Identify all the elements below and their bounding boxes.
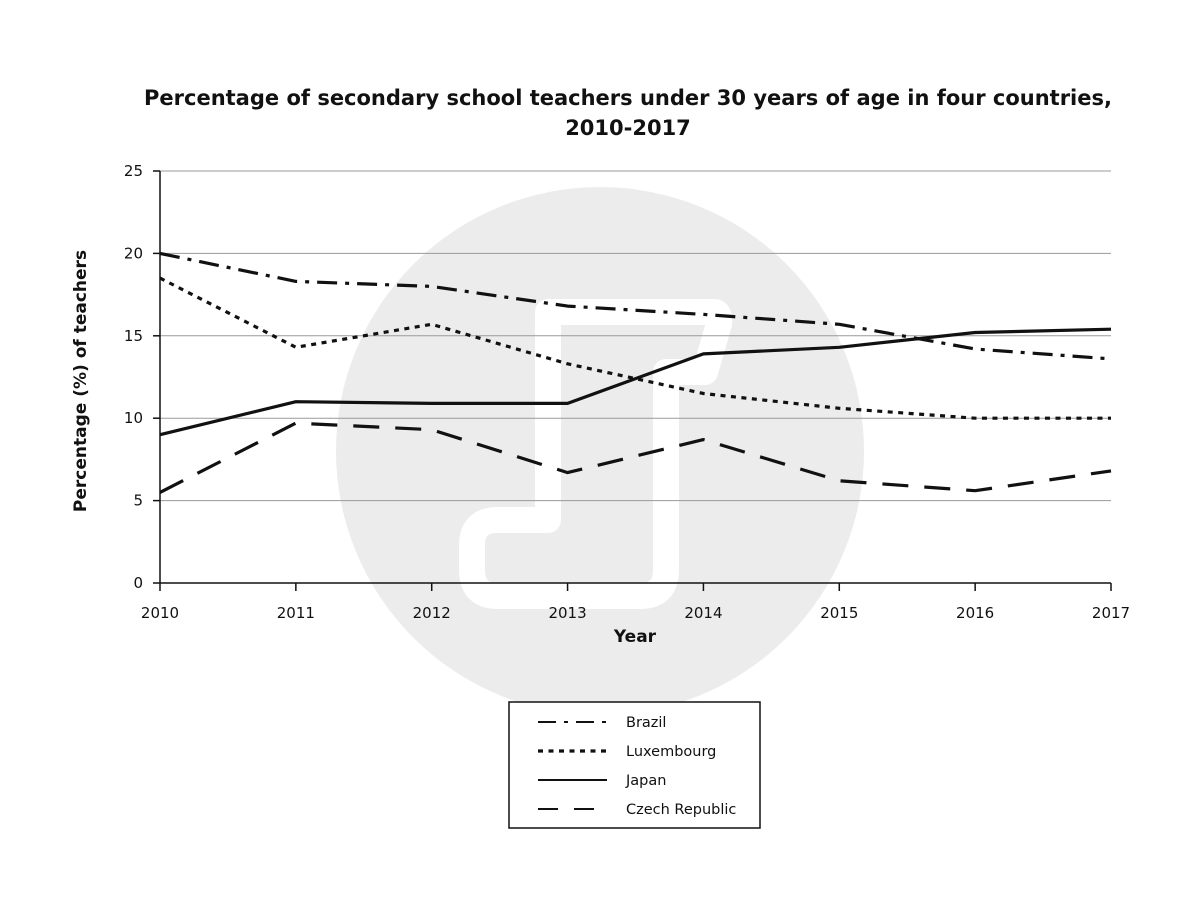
x-tick-label-2015: 2015 bbox=[820, 604, 858, 622]
y-tick-label-5: 5 bbox=[133, 492, 143, 510]
legend-label-brazil: Brazil bbox=[626, 715, 666, 731]
x-tick-label-2014: 2014 bbox=[684, 604, 722, 622]
watermark-circle bbox=[336, 187, 864, 715]
legend: Brazil Luxembourg Japan Czech Republic bbox=[508, 701, 761, 829]
legend-label-japan: Japan bbox=[625, 773, 666, 789]
x-tick-label-2016: 2016 bbox=[956, 604, 994, 622]
watermark bbox=[336, 187, 864, 715]
x-tick-label-2017: 2017 bbox=[1092, 604, 1130, 622]
series-line-japan bbox=[159, 327, 1112, 437]
y-axis-ticks: 0 5 10 15 20 25 bbox=[124, 162, 160, 592]
legend-label-czech-republic: Czech Republic bbox=[626, 802, 736, 818]
chart-title: Percentage of secondary school teachers … bbox=[144, 86, 1112, 140]
x-axis-label: Year bbox=[613, 627, 657, 647]
x-tick-label-2013: 2013 bbox=[548, 604, 586, 622]
y-axis-label: Percentage (%) of teachers bbox=[71, 250, 91, 512]
chart-title-line-2: 2010-2017 bbox=[565, 116, 691, 140]
x-tick-label-2011: 2011 bbox=[277, 604, 315, 622]
chart-title-line-1: Percentage of secondary school teachers … bbox=[144, 86, 1112, 110]
series-line-brazil bbox=[159, 251, 1112, 361]
y-tick-label-25: 25 bbox=[124, 162, 143, 180]
x-axis-ticks: 2010 2011 2012 2013 2014 2015 2016 2017 bbox=[141, 583, 1130, 622]
y-tick-label-15: 15 bbox=[124, 327, 143, 345]
x-tick-label-2012: 2012 bbox=[413, 604, 451, 622]
watermark-logo-icon bbox=[459, 299, 733, 609]
series-lines bbox=[159, 251, 1112, 494]
x-tick-label-2010: 2010 bbox=[141, 604, 179, 622]
y-tick-label-10: 10 bbox=[124, 409, 143, 427]
series-line-luxembourg bbox=[159, 276, 1111, 420]
y-tick-label-0: 0 bbox=[133, 574, 143, 592]
y-tick-label-20: 20 bbox=[124, 244, 143, 262]
legend-label-luxembourg: Luxembourg bbox=[626, 744, 716, 760]
series-line-czech-republic bbox=[159, 421, 1112, 494]
